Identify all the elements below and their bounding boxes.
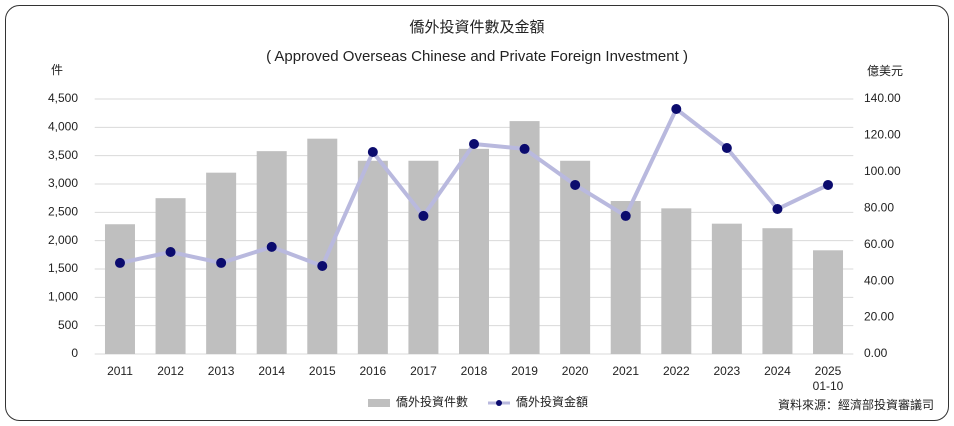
- line-marker: [266, 241, 277, 252]
- line-marker: [114, 257, 125, 268]
- bar: [762, 228, 793, 354]
- y-tick-label: 1,500: [48, 261, 78, 275]
- y-tick-label: 2,000: [48, 233, 78, 247]
- bar: [813, 250, 844, 354]
- x-tick-label: 2018: [461, 364, 488, 378]
- y-tick-label: 0: [71, 346, 78, 360]
- chart-title: 僑外投資件數及金額: [409, 19, 544, 36]
- x-tick-label: 2012: [157, 364, 184, 378]
- line-marker: [721, 142, 732, 153]
- y2-tick-label: 40.00: [864, 273, 894, 287]
- y-tick-label: 4,000: [48, 120, 78, 134]
- line-marker: [418, 210, 429, 221]
- line-marker: [367, 147, 378, 158]
- line-marker: [772, 204, 783, 215]
- y2-tick-label: 0.00: [864, 346, 888, 360]
- x-tick-label: 2019: [511, 364, 538, 378]
- line-marker: [823, 179, 834, 190]
- line-marker: [671, 104, 682, 115]
- y2-tick-label: 100.00: [864, 164, 901, 178]
- y2-tick-label: 20.00: [864, 310, 894, 324]
- y2-tick-label: 80.00: [864, 200, 894, 214]
- y-tick-label: 1,000: [48, 290, 78, 304]
- x-tick-label: 2023: [714, 364, 741, 378]
- x-tick-label: 2015: [309, 364, 336, 378]
- x-tick-label: 2025 01-10: [813, 364, 844, 393]
- x-tick-label: 2022: [663, 364, 690, 378]
- bar: [661, 208, 692, 354]
- bar: [357, 160, 388, 354]
- x-tick-label: 2013: [208, 364, 235, 378]
- y-tick-label: 4,500: [48, 91, 78, 105]
- y2-tick-label: 120.00: [864, 128, 901, 142]
- y-tick-label: 2,500: [48, 205, 78, 219]
- y-tick-label: 500: [58, 318, 78, 332]
- source-note: 資料來源：經濟部投資審議司: [778, 397, 934, 412]
- x-tick-label: 2014: [258, 364, 285, 378]
- x-tick-label: 2024: [764, 364, 791, 378]
- y-axis-label: 件: [51, 63, 63, 77]
- line-marker: [317, 261, 328, 272]
- legend-swatch: [368, 399, 390, 407]
- legend-label: 僑外投資件數: [396, 394, 468, 409]
- bar: [509, 121, 540, 354]
- x-tick-label: 2011: [107, 364, 133, 378]
- bar: [155, 198, 186, 354]
- x-tick-label: 2016: [360, 364, 387, 378]
- legend-label: 僑外投資金額: [516, 394, 588, 409]
- y2-axis-label: 億美元: [867, 64, 903, 78]
- bar: [711, 223, 742, 354]
- y-tick-label: 3,500: [48, 148, 78, 162]
- line-marker: [620, 210, 631, 221]
- y2-tick-label: 140.00: [864, 91, 901, 105]
- chart-subtitle: ( Approved Overseas Chinese and Private …: [266, 48, 688, 65]
- x-tick-label: 2020: [562, 364, 589, 378]
- y2-tick-label: 60.00: [864, 237, 894, 251]
- line-marker: [216, 257, 227, 268]
- x-tick-label: 2021: [612, 364, 639, 378]
- x-tick-label: 2017: [410, 364, 437, 378]
- line-marker: [165, 247, 176, 257]
- bar: [408, 160, 439, 354]
- line-marker: [519, 143, 530, 154]
- bar: [459, 148, 489, 354]
- bar: [104, 224, 135, 354]
- bar: [610, 201, 641, 354]
- line-marker: [469, 138, 479, 149]
- y-tick-label: 3,000: [48, 176, 78, 190]
- line-marker: [570, 179, 581, 190]
- legend-swatch-marker: [496, 400, 502, 406]
